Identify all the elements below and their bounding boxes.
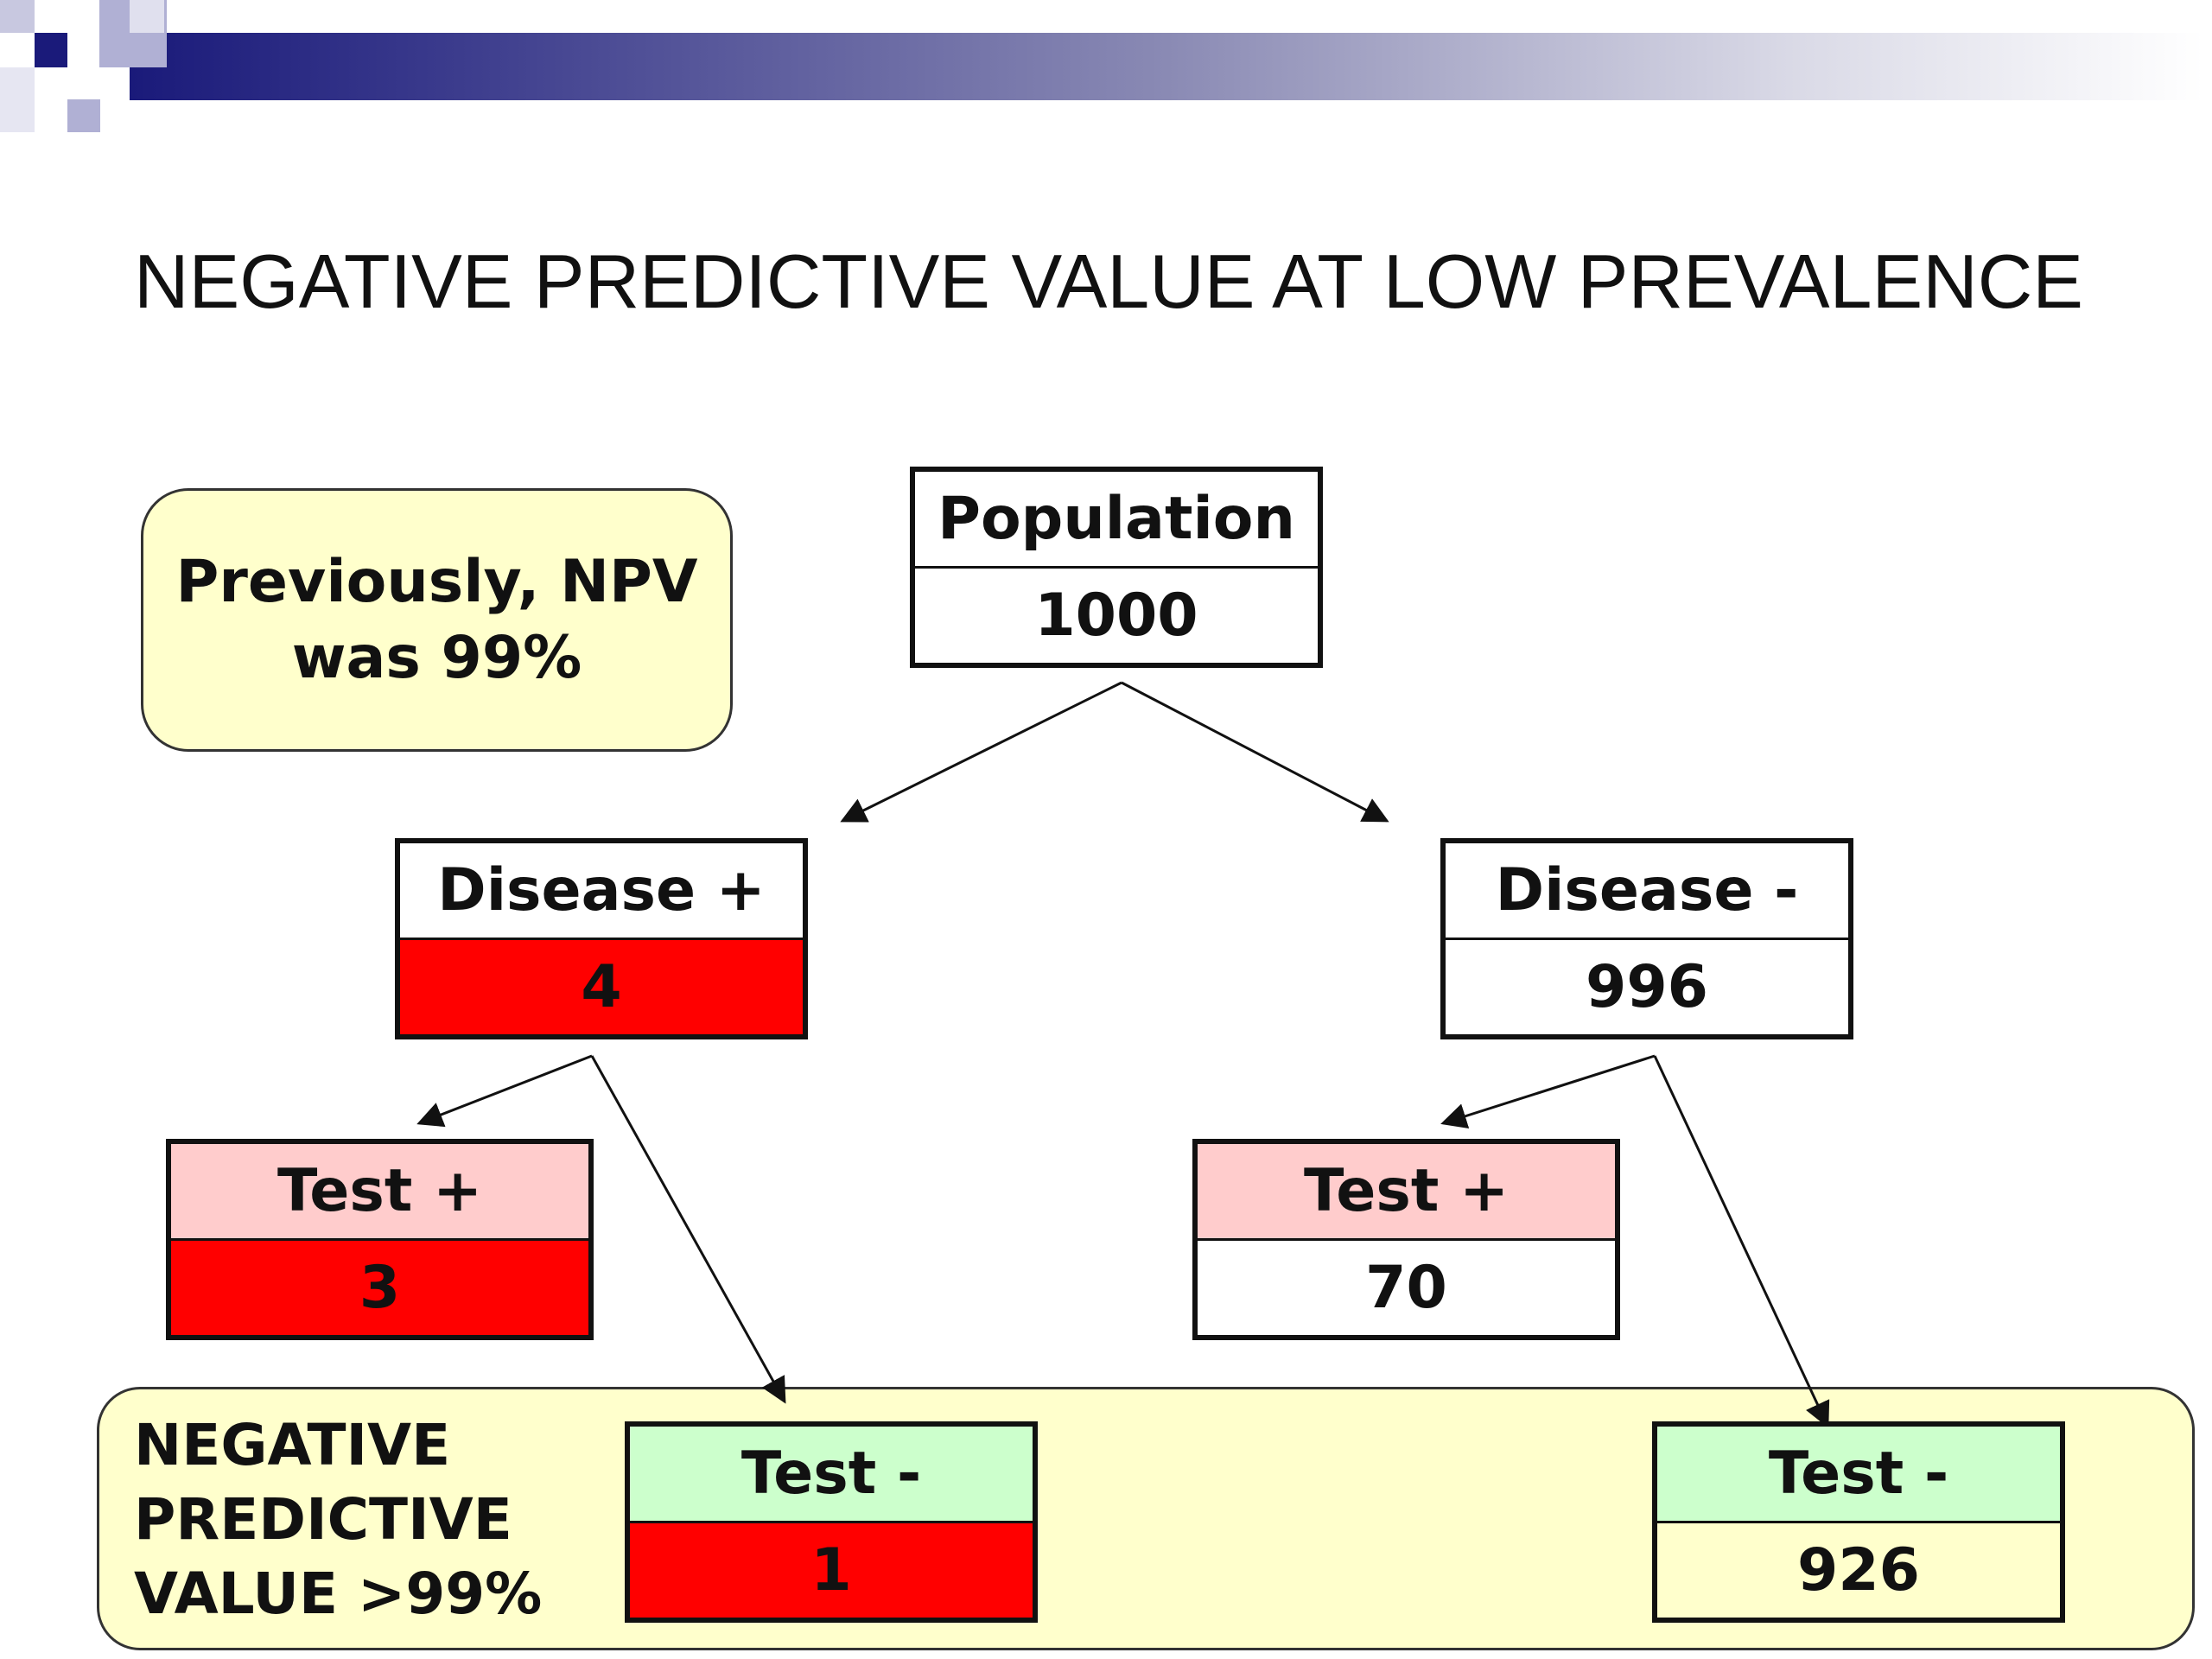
node-label: Test + [171, 1144, 588, 1241]
node-population: Population 1000 [910, 467, 1323, 668]
node-disease-positive: Disease + 4 [395, 838, 808, 1039]
header-gradient-bar [130, 33, 2203, 100]
node-label: Test - [1657, 1427, 2060, 1523]
node-value: 1000 [915, 569, 1318, 663]
header-deco-square [35, 33, 67, 67]
arrow-population-to-disease-neg [1121, 681, 1389, 823]
node-value: 1 [630, 1523, 1033, 1618]
node-disease-pos-test-neg: Test - 1 [625, 1421, 1038, 1623]
node-label: Test + [1198, 1144, 1615, 1241]
node-label: Population [915, 472, 1318, 569]
arrow-disease-neg-to-test-neg [1653, 1055, 1830, 1428]
arrow-disease-neg-to-test-pos [1440, 1054, 1656, 1129]
node-value: 4 [400, 940, 803, 1034]
node-label: Disease + [400, 843, 803, 940]
arrow-population-to-disease-pos [840, 681, 1122, 823]
arrow-disease-pos-to-test-neg [590, 1055, 786, 1404]
node-value: 996 [1446, 940, 1848, 1034]
header-deco-square [0, 67, 35, 132]
previous-npv-callout: Previously, NPV was 99% [141, 488, 733, 752]
node-value: 70 [1198, 1241, 1615, 1335]
arrow-disease-pos-to-test-pos [416, 1054, 593, 1128]
header-deco-square [0, 0, 35, 33]
header-deco-square [130, 0, 164, 33]
header-deco-square [67, 99, 100, 132]
node-disease-neg-test-pos: Test + 70 [1192, 1139, 1620, 1340]
npv-summary-text: NEGATIVE PREDICTIVE VALUE >99% [134, 1412, 543, 1627]
node-disease-pos-test-pos: Test + 3 [166, 1139, 594, 1340]
node-value: 926 [1657, 1523, 2060, 1618]
node-disease-neg-test-neg: Test - 926 [1652, 1421, 2065, 1623]
node-value: 3 [171, 1241, 588, 1335]
slide-title: NEGATIVE PREDICTIVE VALUE AT LOW PREVALE… [134, 238, 2083, 324]
node-disease-negative: Disease - 996 [1440, 838, 1853, 1039]
node-label: Test - [630, 1427, 1033, 1523]
node-label: Disease - [1446, 843, 1848, 940]
previous-npv-text: Previously, NPV was 99% [175, 547, 698, 692]
